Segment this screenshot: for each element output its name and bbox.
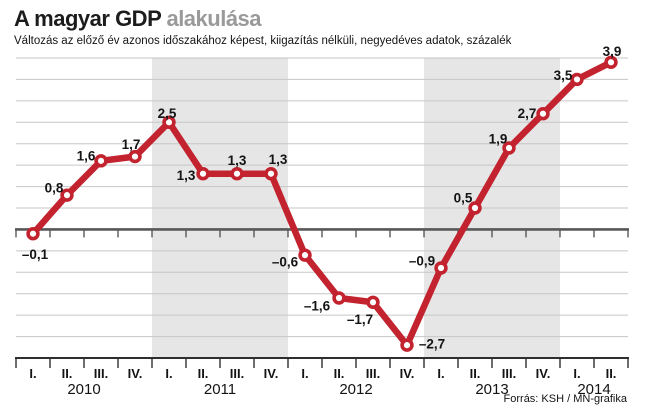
chart-header: A magyar GDP alakulása Változás az előző… (14, 6, 511, 47)
data-point-marker (332, 291, 346, 305)
x-tick-label: I. (29, 366, 36, 381)
x-tick-label: II. (334, 366, 345, 381)
x-tick-label: I. (165, 366, 172, 381)
point-value-label: –0,9 (409, 254, 435, 269)
x-tick-label: I. (437, 366, 444, 381)
x-tick-label: IV. (536, 366, 551, 381)
point-value-label: 1,7 (122, 137, 141, 152)
data-point-marker (604, 55, 618, 69)
x-tick-label: III. (230, 366, 244, 381)
point-value-label: 3,5 (554, 68, 573, 83)
data-point-marker (468, 201, 482, 215)
point-value-label: 1,9 (489, 132, 508, 147)
data-point-marker (570, 72, 584, 87)
point-value-label: 2,7 (518, 106, 537, 121)
x-tick-label: II. (606, 366, 617, 381)
point-value-label: 2,5 (158, 106, 177, 121)
point-value-label: –0,6 (272, 255, 299, 270)
data-point-marker (94, 154, 108, 168)
data-point-marker (400, 338, 414, 352)
data-point-marker (502, 141, 516, 155)
data-point-marker (60, 188, 74, 202)
x-tick-label: II. (198, 366, 209, 381)
year-label: 2010 (67, 381, 100, 398)
data-point-marker (298, 248, 312, 262)
point-value-label: 1,3 (228, 153, 247, 168)
data-point-marker (434, 261, 448, 275)
data-point-marker (26, 227, 40, 241)
x-tick-label: IV. (400, 366, 415, 381)
point-value-label: 1,3 (177, 168, 196, 183)
point-value-label: –0,1 (22, 247, 49, 262)
x-tick-label: III. (94, 366, 108, 381)
x-tick-label: I. (301, 366, 308, 381)
point-value-label: 0,8 (45, 181, 64, 196)
point-value-label: 3,9 (603, 44, 622, 59)
data-point-marker (196, 167, 210, 181)
data-point-marker (536, 107, 550, 121)
point-value-label: 0,5 (454, 191, 473, 206)
point-value-label: –2,7 (419, 337, 445, 352)
year-label: 2014 (577, 381, 610, 398)
point-value-label: 1,6 (77, 148, 96, 163)
year-label: 2013 (475, 381, 508, 398)
chart-subtitle: Változás az előző év azonos időszakához … (14, 35, 512, 47)
source-credit: Forrás: KSH / MN-grafika (503, 393, 627, 405)
data-point-marker (128, 149, 142, 164)
page-title: A magyar GDP alakulása (14, 6, 511, 32)
x-tick-label: I. (573, 366, 580, 381)
point-value-label: –1,6 (304, 299, 331, 314)
x-tick-label: III. (502, 366, 516, 381)
year-label: 2011 (204, 381, 236, 398)
point-value-label: 1,3 (269, 152, 288, 167)
data-point-marker (366, 295, 380, 309)
data-point-marker (162, 115, 176, 129)
page-title-main: A magyar GDP (14, 6, 161, 31)
x-tick-label: II. (62, 366, 73, 381)
x-tick-label: III. (366, 366, 380, 381)
x-tick-label: II. (470, 366, 481, 381)
data-point-marker (230, 167, 244, 181)
data-point-marker (264, 167, 278, 181)
page-title-accent: alakulása (160, 6, 262, 31)
point-value-label: –1,7 (347, 312, 373, 327)
x-tick-label: IV. (128, 366, 143, 381)
x-tick-label: IV. (264, 366, 279, 381)
year-label: 2012 (339, 381, 372, 398)
